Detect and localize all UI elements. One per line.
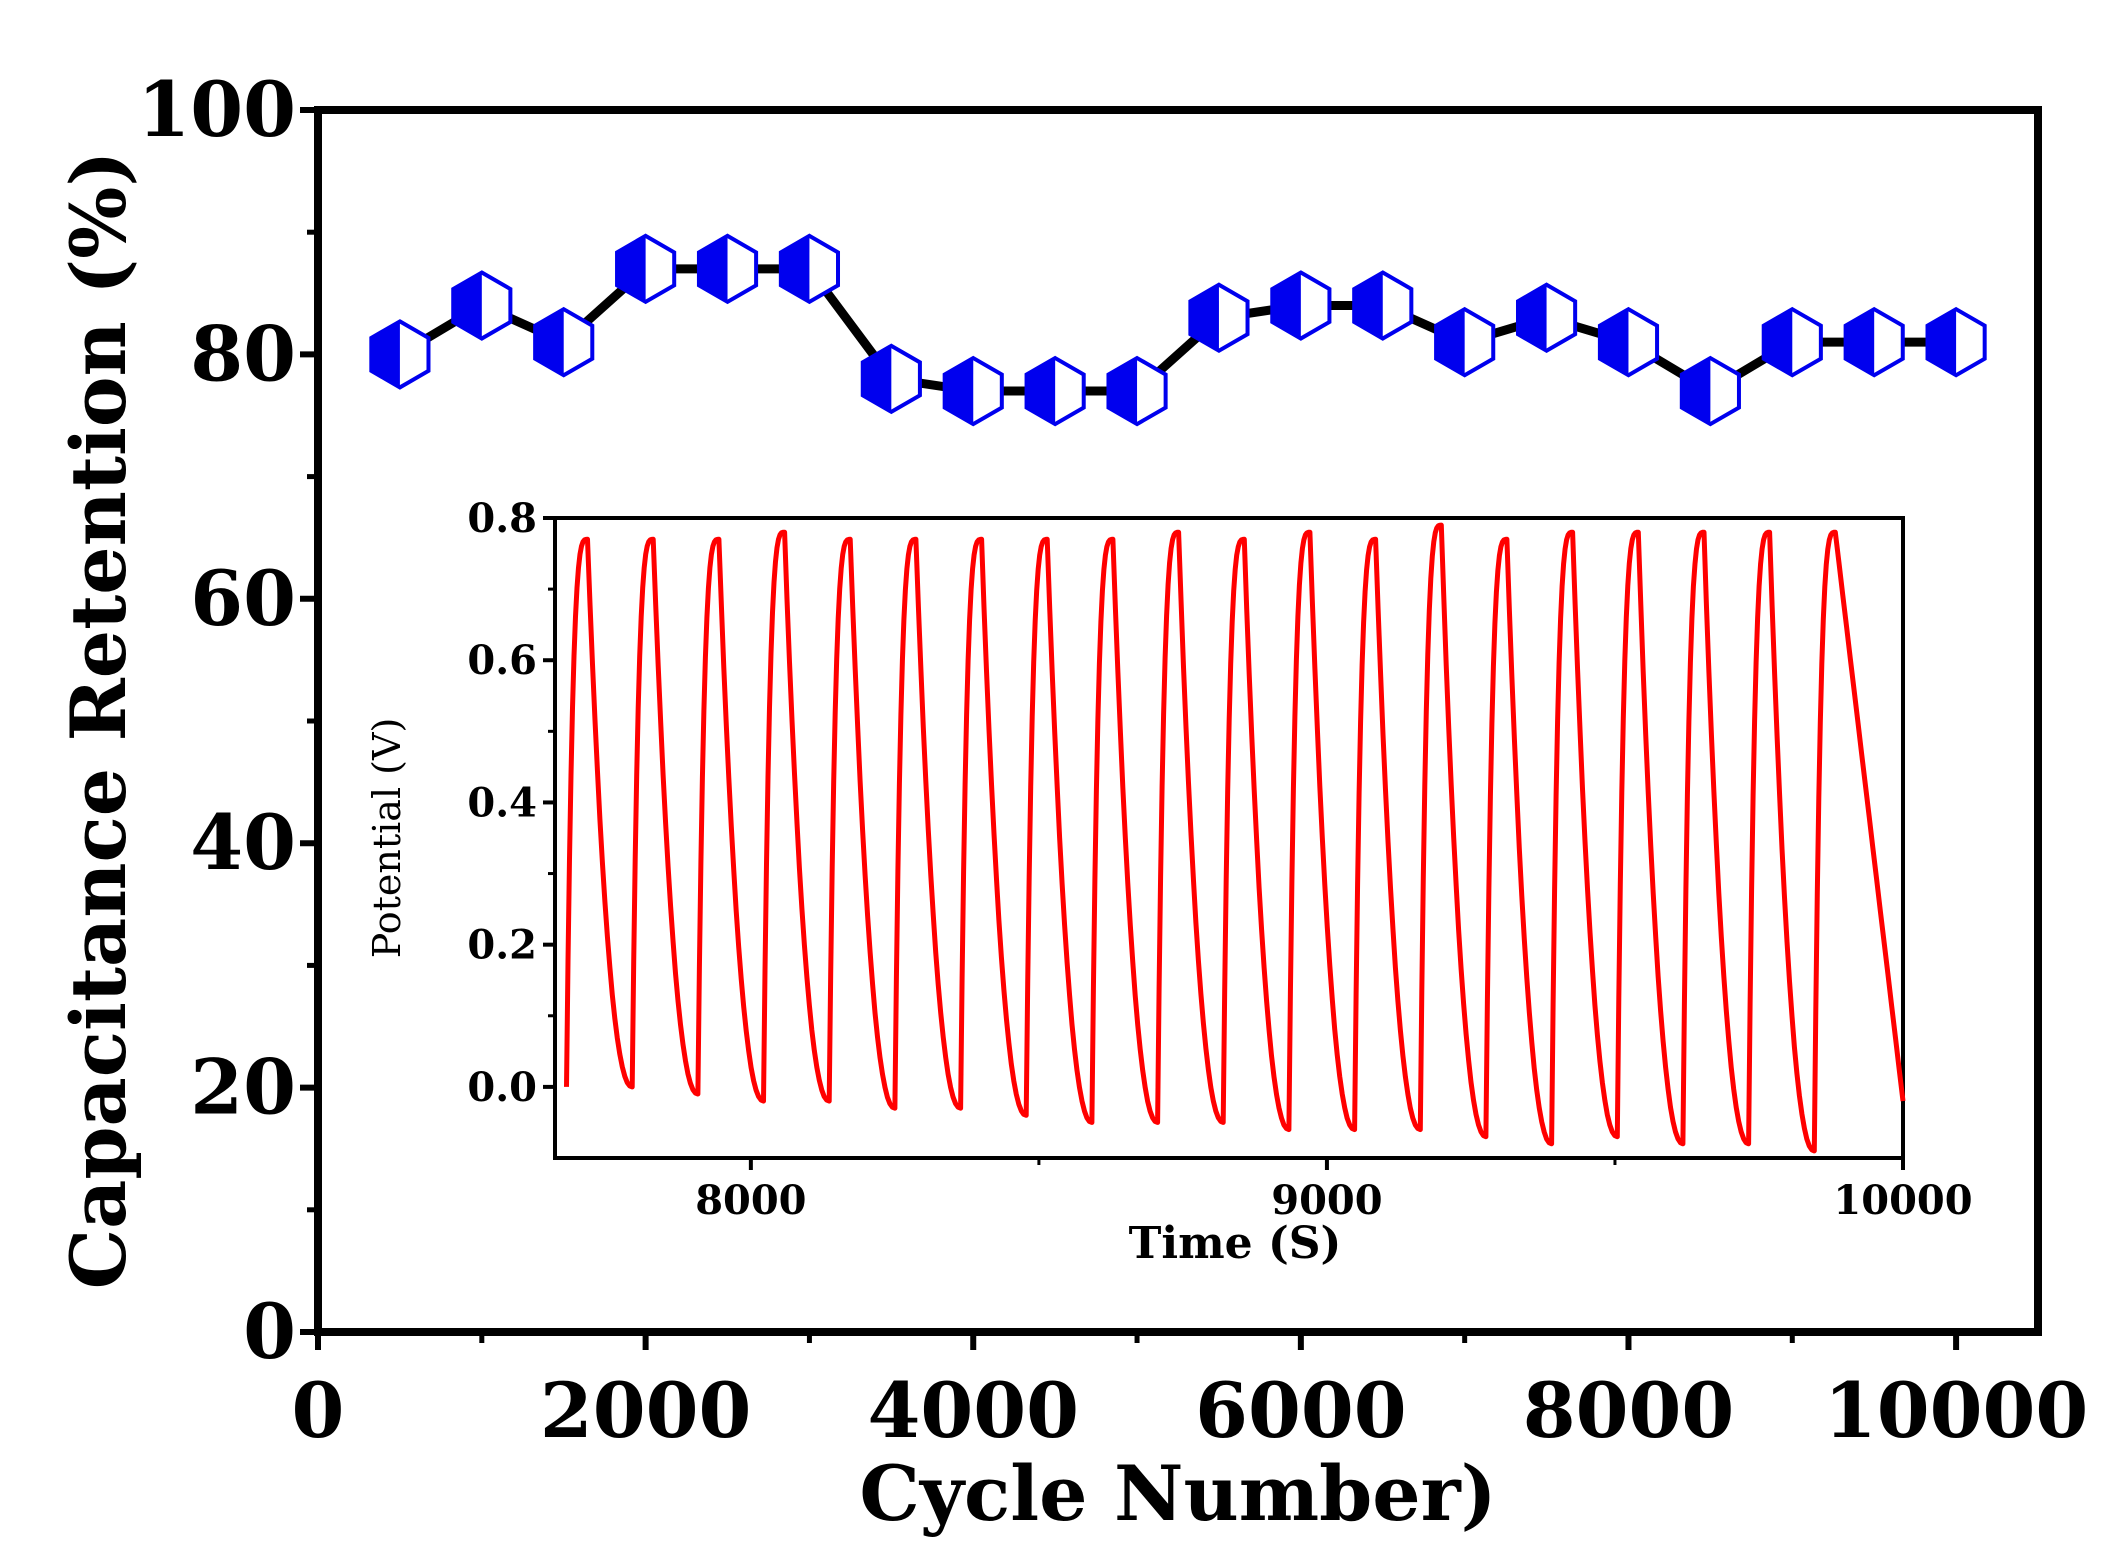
main-y-tick-label: 100: [137, 65, 296, 154]
main-y-tick-label: 60: [190, 554, 296, 643]
inset-charge-discharge-curve: [564, 522, 1906, 1154]
main-data-point: [1024, 355, 1086, 427]
main-series-layer: [369, 233, 1987, 427]
main-y-tick-label: 20: [190, 1043, 296, 1132]
inset-plot-frame: [553, 516, 1905, 1160]
inset-y-axis-label: Potential (V): [365, 718, 409, 959]
main-y-axis-label: Capacitance Retention (%): [54, 151, 143, 1290]
main-y-tick-label: 80: [190, 309, 296, 398]
main-data-point: [778, 233, 841, 305]
main-data-point: [1925, 306, 1987, 378]
main-x-tick-label: 6000: [1195, 1366, 1407, 1455]
main-x-tick-label: 8000: [1523, 1366, 1735, 1455]
main-x-tick-label: 0: [292, 1366, 345, 1455]
main-data-point: [942, 355, 1004, 427]
main-data-point: [1188, 282, 1250, 354]
main-axes-layer: 0 2000 4000 6000 8000 10000 0 20 40 60 80 100: [137, 65, 2088, 1455]
hexagon-marker-fill: [1517, 284, 1547, 351]
main-x-tick-label: 10000: [1824, 1366, 2088, 1455]
hexagon-marker-fill: [617, 235, 646, 302]
main-data-point: [615, 233, 677, 305]
inset-y-tick-label: 0.6: [467, 637, 537, 684]
hexagon-marker-fill: [698, 235, 728, 302]
hexagon-marker-fill: [1190, 284, 1219, 351]
main-data-point: [451, 270, 513, 341]
inset-y-tick-label: 0.4: [467, 779, 537, 826]
inset-x-tick-label: 10000: [1833, 1177, 1972, 1224]
main-data-point: [1515, 282, 1578, 354]
hexagon-marker-fill: [371, 321, 400, 388]
hexagon-marker-fill: [1108, 358, 1138, 425]
hexagon-marker-fill: [535, 309, 564, 376]
inset-axes-layer: 8000 9000 10000 0.0 0.2 0.4 0.6 0.8: [467, 495, 1972, 1224]
main-data-point: [1352, 270, 1414, 341]
hexagon-marker-fill: [453, 272, 482, 339]
inset-x-tick-label: 8000: [695, 1177, 806, 1224]
hexagon-marker-fill: [1354, 272, 1383, 339]
main-data-point: [860, 343, 922, 415]
inset-series-layer: [564, 522, 1906, 1154]
hexagon-marker-fill: [1599, 309, 1629, 376]
main-y-tick-label: 0: [243, 1287, 296, 1376]
hexagon-marker-fill: [1681, 358, 1711, 425]
main-data-point: [1843, 306, 1905, 378]
inset-x-axis-label: Time (S): [1129, 1218, 1342, 1269]
inset-y-tick-label: 0.0: [467, 1064, 537, 1111]
hexagon-marker-fill: [1026, 358, 1056, 425]
main-data-point: [369, 319, 431, 390]
main-data-point: [1597, 306, 1660, 378]
hexagon-marker-fill: [1845, 309, 1875, 376]
hexagon-marker-fill: [1272, 272, 1301, 339]
inset-y-tick-label: 0.2: [467, 922, 537, 969]
main-data-point: [1761, 306, 1823, 378]
hexagon-marker-fill: [944, 358, 974, 425]
main-x-axis-label: Cycle Number): [859, 1449, 1496, 1538]
main-x-tick-label: 2000: [540, 1366, 752, 1455]
hexagon-marker-fill: [1927, 309, 1957, 376]
main-data-point: [1270, 270, 1332, 341]
main-data-point: [696, 233, 759, 305]
hexagon-marker-fill: [1763, 309, 1793, 376]
hexagon-marker-fill: [1436, 309, 1465, 376]
inset-y-tick-label: 0.8: [467, 495, 537, 542]
main-y-tick-label: 40: [190, 798, 296, 887]
main-data-point: [1106, 355, 1168, 427]
main-data-point: [533, 306, 595, 378]
inset-x-tick-label: 9000: [1271, 1177, 1382, 1224]
main-x-tick-label: 4000: [867, 1366, 1079, 1455]
main-data-point: [1434, 306, 1496, 378]
main-data-point: [1679, 355, 1741, 427]
hexagon-marker-fill: [780, 235, 810, 302]
hexagon-marker-fill: [862, 345, 892, 412]
